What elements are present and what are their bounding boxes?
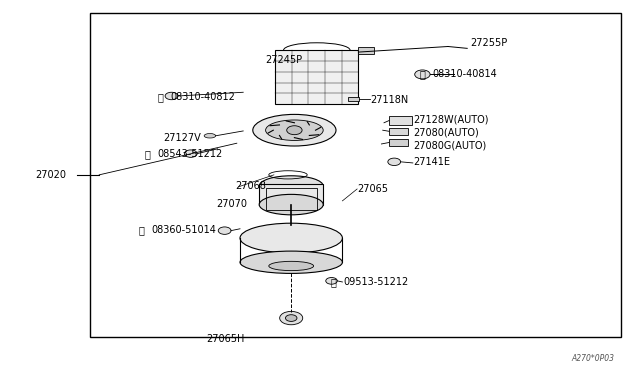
Bar bbox=[358, 47, 374, 54]
Bar bbox=[266, 188, 317, 210]
Bar bbox=[259, 184, 323, 205]
Ellipse shape bbox=[240, 223, 342, 253]
Circle shape bbox=[184, 150, 197, 157]
Ellipse shape bbox=[259, 195, 323, 215]
Text: Ⓢ: Ⓢ bbox=[157, 92, 163, 102]
Text: 08360-51014: 08360-51014 bbox=[151, 225, 216, 235]
Bar bbox=[348, 97, 359, 101]
Text: 27065: 27065 bbox=[357, 184, 388, 194]
Circle shape bbox=[388, 158, 401, 166]
Ellipse shape bbox=[259, 176, 323, 196]
Text: 08543-51212: 08543-51212 bbox=[157, 150, 223, 159]
Text: 27141E: 27141E bbox=[413, 157, 450, 167]
Text: 27080G(AUTO): 27080G(AUTO) bbox=[413, 141, 486, 151]
Circle shape bbox=[326, 278, 337, 284]
Text: 27128W(AUTO): 27128W(AUTO) bbox=[413, 114, 488, 124]
FancyBboxPatch shape bbox=[90, 13, 621, 337]
Circle shape bbox=[280, 311, 303, 325]
Bar bbox=[389, 128, 408, 135]
Text: 09513-51212: 09513-51212 bbox=[343, 277, 408, 287]
Text: 27065H: 27065H bbox=[207, 334, 245, 343]
Text: 27118N: 27118N bbox=[370, 96, 408, 105]
Text: 27255P: 27255P bbox=[470, 38, 508, 48]
Bar bbox=[389, 116, 412, 125]
Text: Ⓢ: Ⓢ bbox=[138, 225, 144, 235]
Circle shape bbox=[415, 70, 430, 79]
Text: 27127V: 27127V bbox=[163, 133, 201, 142]
Text: Ⓢ: Ⓢ bbox=[145, 150, 150, 159]
Text: 27070: 27070 bbox=[216, 199, 247, 209]
Text: Ⓑ: Ⓑ bbox=[420, 70, 426, 79]
Circle shape bbox=[285, 315, 297, 321]
Text: 08310-40812: 08310-40812 bbox=[170, 92, 235, 102]
Bar bbox=[389, 139, 408, 146]
Text: 27020: 27020 bbox=[35, 170, 66, 180]
Text: 08310-40814: 08310-40814 bbox=[433, 70, 497, 79]
Ellipse shape bbox=[253, 115, 336, 146]
Text: 27068: 27068 bbox=[236, 181, 266, 191]
Circle shape bbox=[165, 92, 178, 100]
Bar bbox=[275, 50, 358, 104]
Ellipse shape bbox=[266, 120, 323, 140]
Ellipse shape bbox=[240, 251, 342, 273]
Circle shape bbox=[218, 227, 231, 234]
Text: A270*0P03: A270*0P03 bbox=[572, 354, 614, 363]
Text: 27245P: 27245P bbox=[266, 55, 303, 64]
Text: Ⓢ: Ⓢ bbox=[330, 277, 336, 287]
Circle shape bbox=[287, 126, 302, 135]
Ellipse shape bbox=[269, 261, 314, 271]
Ellipse shape bbox=[204, 134, 216, 138]
Text: 27080(AUTO): 27080(AUTO) bbox=[413, 127, 479, 137]
